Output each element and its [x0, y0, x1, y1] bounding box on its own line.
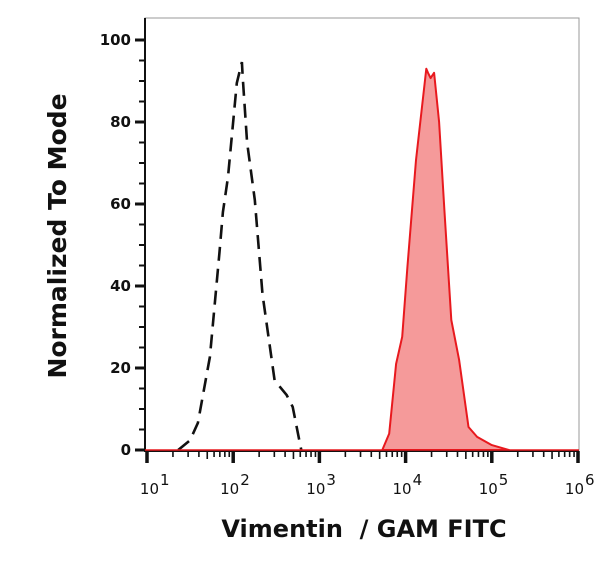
y-ticks: 0 20 40 60 80 100: [100, 31, 145, 459]
y-tick-label: 40: [110, 277, 131, 295]
x-tick-base: 10: [140, 480, 159, 498]
x-tick-exponent: 1: [160, 471, 170, 489]
x-tick-label: 10 2: [220, 471, 250, 498]
x-tick-base: 10: [220, 480, 239, 498]
y-tick-label: 0: [121, 441, 131, 459]
x-tick-label: 10 4: [393, 471, 423, 498]
plot-frame: [144, 17, 580, 451]
series-filled-histogram: [381, 67, 510, 451]
y-tick-label: 20: [110, 359, 131, 377]
x-tick-exponent: 3: [326, 471, 336, 489]
series-dashed-histogram: [177, 61, 303, 452]
x-tick-exponent: 5: [499, 471, 509, 489]
y-tick-label: 100: [100, 31, 131, 49]
x-tick-base: 10: [393, 480, 412, 498]
x-ticks: 10 1 10 2 10 3 10 4 10 5 10 6: [140, 451, 595, 498]
y-axis-title: Normalized To Mode: [43, 93, 72, 378]
x-tick-label: 10 3: [306, 471, 336, 498]
x-axis-title: Vimentin / GAM FITC: [221, 515, 506, 543]
x-tick-label: 10 6: [565, 471, 595, 498]
x-tick-exponent: 2: [240, 471, 250, 489]
x-tick-exponent: 4: [413, 471, 423, 489]
y-tick-label: 80: [110, 113, 131, 131]
x-tick-base: 10: [306, 480, 325, 498]
x-tick-label: 10 5: [479, 471, 509, 498]
series-layer: [177, 61, 510, 452]
y-tick-label: 60: [110, 195, 131, 213]
x-tick-base: 10: [565, 480, 584, 498]
x-tick-label: 10 1: [140, 471, 170, 498]
x-tick-exponent: 6: [585, 471, 595, 489]
x-tick-base: 10: [479, 480, 498, 498]
